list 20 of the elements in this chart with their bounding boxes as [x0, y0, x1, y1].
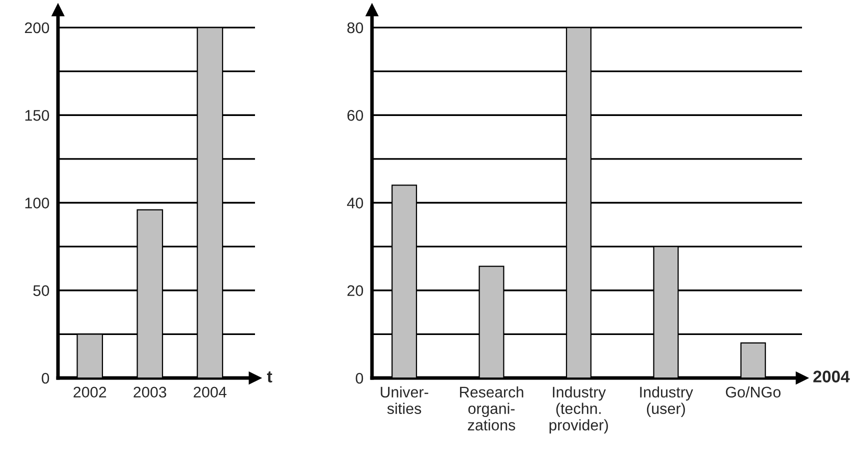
y-tick-label: 80: [347, 22, 364, 34]
x-tick-label: 2002: [74, 386, 106, 398]
x-tick-label: Industry (user): [640, 386, 694, 418]
x-axis-title: 2004: [813, 370, 850, 382]
y-tick-label: 150: [25, 110, 50, 121]
y-tick-label: 40: [347, 198, 364, 208]
x-tick-label: Go/NGo: [726, 386, 781, 398]
x-axis-title: t: [267, 371, 272, 382]
y-tick-label: 20: [347, 285, 364, 296]
x-tick-label: Industry (techn. provider): [550, 386, 608, 434]
x-tick-label: Univer- sities: [380, 386, 428, 414]
y-tick-label: 0: [42, 372, 50, 384]
y-tick-label: 200: [24, 22, 50, 34]
x-tick-label: 2004: [194, 386, 226, 398]
y-tick-label: 100: [25, 198, 50, 208]
x-tick-label: Research organi- zations: [460, 386, 524, 430]
y-tick-label: 0: [356, 372, 364, 384]
x-tick-label: 2003: [134, 386, 166, 398]
y-tick-label: 60: [347, 110, 364, 121]
y-tick-label: 50: [33, 285, 50, 296]
